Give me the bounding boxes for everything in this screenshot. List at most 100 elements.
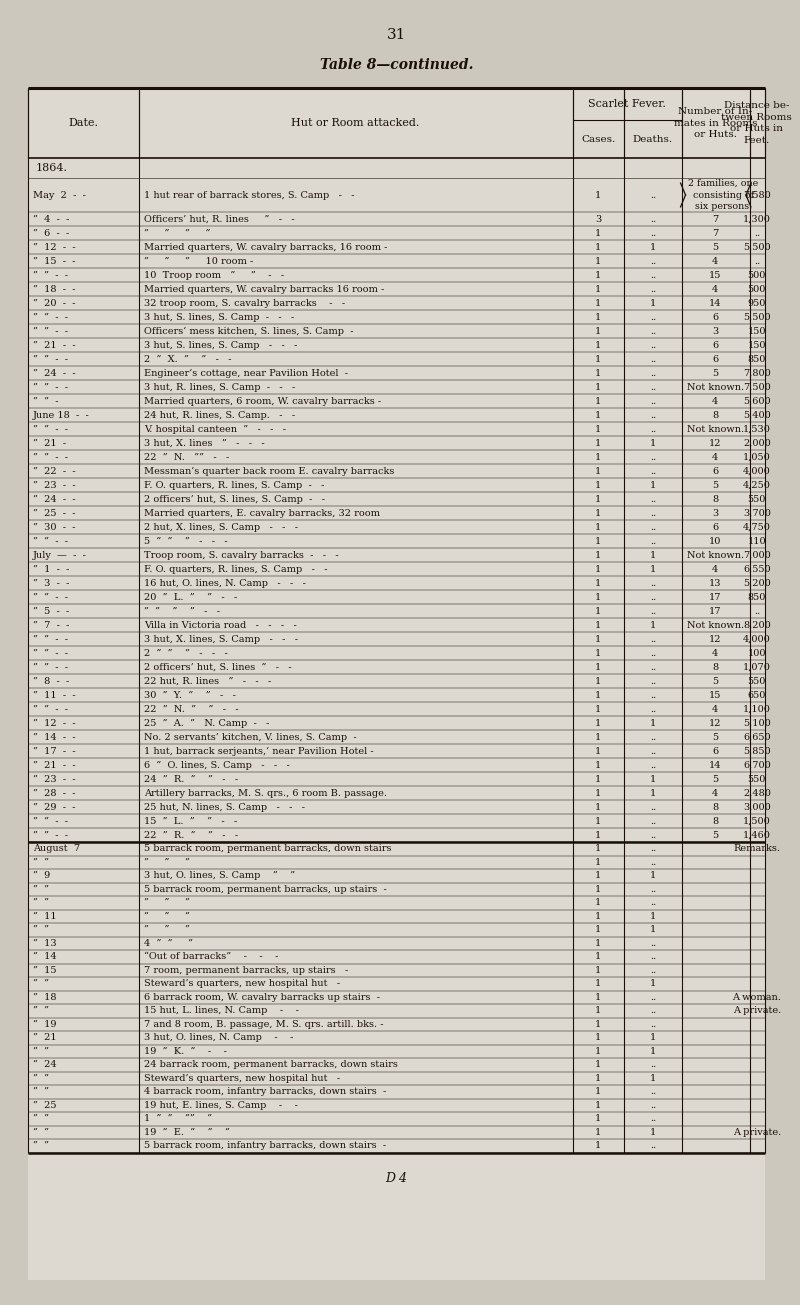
Text: Villa in Victoria road   -   -   -   -: Villa in Victoria road - - - - xyxy=(144,620,296,629)
Text: ..: .. xyxy=(650,1006,656,1015)
Text: 20  ”  L.  ”    ”   -   -: 20 ” L. ” ” - - xyxy=(144,592,237,602)
Text: Married quarters, W. cavalry barracks 16 room -: Married quarters, W. cavalry barracks 16… xyxy=(144,284,384,294)
Text: 12: 12 xyxy=(709,719,722,727)
Text: ..: .. xyxy=(650,663,656,672)
Text: ”  23  -  -: ” 23 - - xyxy=(33,480,75,489)
Text: 1: 1 xyxy=(595,1087,602,1096)
Text: 1: 1 xyxy=(595,746,602,756)
Text: ”     ”     ”: ” ” ” xyxy=(144,898,190,907)
Text: 5 barrack room, permanent barracks, up stairs  -: 5 barrack room, permanent barracks, up s… xyxy=(144,885,386,894)
Text: 25 hut, N. lines, S. Camp   -   -   -: 25 hut, N. lines, S. Camp - - - xyxy=(144,803,305,812)
Text: 5 barrack room, permanent barracks, down stairs: 5 barrack room, permanent barracks, down… xyxy=(144,844,391,853)
Text: ”  25  -  -: ” 25 - - xyxy=(33,509,75,518)
Text: F. O. quarters, R. lines, S. Camp  -   -: F. O. quarters, R. lines, S. Camp - - xyxy=(144,480,324,489)
Text: ”     ”     ”     10 room -: ” ” ” 10 room - xyxy=(144,257,253,265)
Text: ”  15: ” 15 xyxy=(33,966,56,975)
Text: 1: 1 xyxy=(595,676,602,685)
Text: 1: 1 xyxy=(595,966,602,975)
Text: 1: 1 xyxy=(595,925,602,934)
Text: 4: 4 xyxy=(712,397,718,406)
Text: ”  ”  -  -: ” ” - - xyxy=(33,649,68,658)
Text: Engineer’s cottage, near Pavilion Hotel  -: Engineer’s cottage, near Pavilion Hotel … xyxy=(144,368,348,377)
Text: 1: 1 xyxy=(595,1047,602,1056)
Text: 1: 1 xyxy=(595,257,602,265)
Text: 950: 950 xyxy=(748,299,766,308)
Text: 4,000: 4,000 xyxy=(743,466,770,475)
Text: 1: 1 xyxy=(595,453,602,462)
Text: 550: 550 xyxy=(748,676,766,685)
Text: 1: 1 xyxy=(595,719,602,727)
Text: 6: 6 xyxy=(712,355,718,364)
Text: ”     ”     ”     ”: ” ” ” ” xyxy=(144,228,210,238)
Text: Steward’s quarters, new hospital hut   -: Steward’s quarters, new hospital hut - xyxy=(144,979,340,988)
Text: 3,700: 3,700 xyxy=(743,509,770,518)
Text: 7: 7 xyxy=(712,228,718,238)
Text: 22  ”  N.   ””   -   -: 22 ” N. ”” - - xyxy=(144,453,229,462)
Text: 1: 1 xyxy=(595,774,602,783)
Text: ..: .. xyxy=(650,536,656,545)
Text: 1: 1 xyxy=(595,634,602,643)
Text: ”  ”  -  -: ” ” - - xyxy=(33,453,68,462)
Text: 1  ”  ”    ””    ”: 1 ” ” ”” ” xyxy=(144,1114,212,1124)
Text: ..: .. xyxy=(650,495,656,504)
Text: 6: 6 xyxy=(712,746,718,756)
Text: ..: .. xyxy=(650,898,656,907)
Text: 500: 500 xyxy=(748,270,766,279)
Text: 1: 1 xyxy=(595,578,602,587)
Text: 850: 850 xyxy=(748,355,766,364)
Text: 5: 5 xyxy=(712,676,718,685)
Text: 1: 1 xyxy=(650,551,656,560)
Text: Hut or Room attacked.: Hut or Room attacked. xyxy=(291,117,420,128)
Text: 7,000: 7,000 xyxy=(743,551,770,560)
Text: 3 hut, O. lines, N. Camp    -    -: 3 hut, O. lines, N. Camp - - xyxy=(144,1034,293,1043)
Text: 1: 1 xyxy=(595,607,602,616)
Text: 2 families, one
consisting of
six persons.: 2 families, one consisting of six person… xyxy=(688,179,758,211)
Text: 1: 1 xyxy=(595,830,602,839)
Text: ”  4  -  -: ” 4 - - xyxy=(33,214,69,223)
Text: 5,850: 5,850 xyxy=(743,746,770,756)
Text: 1: 1 xyxy=(650,925,656,934)
Text: 4 barrack room, infantry barracks, down stairs  -: 4 barrack room, infantry barracks, down … xyxy=(144,1087,386,1096)
Text: 5: 5 xyxy=(712,830,718,839)
Text: ”  ”: ” ” xyxy=(33,1087,49,1096)
Text: 2  ”  ”    ”   -   -   -: 2 ” ” ” - - - xyxy=(144,649,227,658)
Text: ”  6  -  -: ” 6 - - xyxy=(33,228,69,238)
Text: Remarks.: Remarks. xyxy=(734,844,780,853)
Text: ”  ”  -  -: ” ” - - xyxy=(33,830,68,839)
Text: 17: 17 xyxy=(709,592,722,602)
Text: ..: .. xyxy=(650,953,656,962)
Text: 3: 3 xyxy=(712,509,718,518)
Text: 1: 1 xyxy=(595,341,602,350)
Text: ..: .. xyxy=(650,993,656,1002)
Text: 3 hut, R. lines, S. Camp  -   -   -: 3 hut, R. lines, S. Camp - - - xyxy=(144,382,295,391)
Text: Deaths.: Deaths. xyxy=(633,134,673,144)
Text: ..: .. xyxy=(754,257,760,265)
Text: 19 hut, E. lines, S. Camp    -    -: 19 hut, E. lines, S. Camp - - xyxy=(144,1100,298,1109)
Text: 6: 6 xyxy=(712,466,718,475)
Text: ”  ”: ” ” xyxy=(33,925,49,934)
Text: ..: .. xyxy=(650,228,656,238)
Text: 1,530: 1,530 xyxy=(743,424,770,433)
Text: ..: .. xyxy=(650,509,656,518)
Text: ”  7  -  -: ” 7 - - xyxy=(33,620,69,629)
Text: 6,550: 6,550 xyxy=(743,565,770,573)
Text: ..: .. xyxy=(650,466,656,475)
Text: Troop room, S. cavalry barracks  -   -   -: Troop room, S. cavalry barracks - - - xyxy=(144,551,338,560)
Text: ”  14: ” 14 xyxy=(33,953,56,962)
Text: 100: 100 xyxy=(748,649,766,658)
Text: ”  ”  -  -: ” ” - - xyxy=(33,663,68,672)
Text: F. O. quarters, R. lines, S. Camp   -   -: F. O. quarters, R. lines, S. Camp - - xyxy=(144,565,327,573)
Text: ”  ”: ” ” xyxy=(33,857,49,867)
Text: 30  ”  Y.  ”    ”   -   -: 30 ” Y. ” ” - - xyxy=(144,690,235,699)
Text: 1: 1 xyxy=(595,1006,602,1015)
Text: 5,500: 5,500 xyxy=(743,312,770,321)
Text: ”  15  -  -: ” 15 - - xyxy=(33,257,75,265)
Text: 1: 1 xyxy=(595,705,602,714)
Text: 4  ”  ”     ”: 4 ” ” ” xyxy=(144,938,193,947)
Text: ..: .. xyxy=(650,424,656,433)
Text: 5 barrack room, infantry barracks, down stairs  -: 5 barrack room, infantry barracks, down … xyxy=(144,1142,386,1150)
Text: ..: .. xyxy=(650,1142,656,1150)
Text: 1: 1 xyxy=(595,1114,602,1124)
Text: 3: 3 xyxy=(712,326,718,335)
Text: 3 hut, S. lines, S. Camp  -   -   -: 3 hut, S. lines, S. Camp - - - xyxy=(144,312,294,321)
